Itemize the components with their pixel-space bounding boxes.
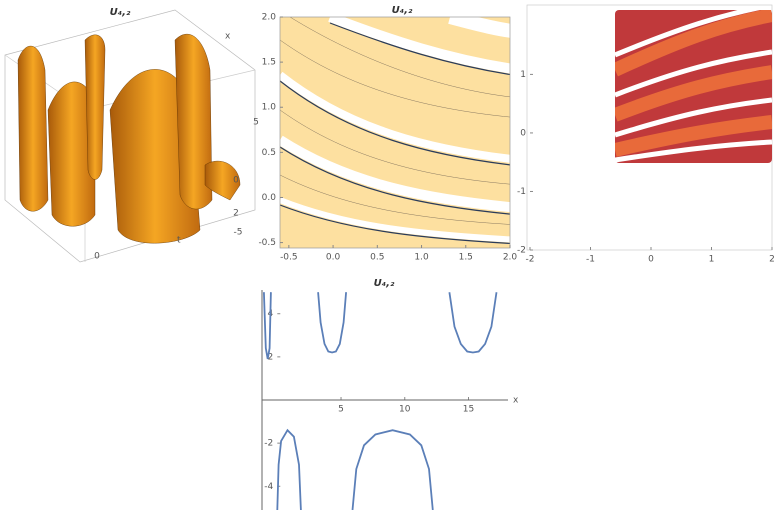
x-tick-label: -0.5 [280, 253, 298, 263]
x-tick-label: 2.0 [503, 253, 518, 263]
y-tick-label: -1 [517, 187, 526, 197]
chart-title: U₄,₂ [392, 5, 413, 16]
x-tick-label: -1 [586, 255, 595, 265]
y-tick-label: 2.0 [262, 13, 277, 23]
y-tick-label: 0.0 [262, 193, 277, 203]
x-tick-label: 1 [709, 255, 715, 265]
tick-label: 2 [233, 209, 239, 219]
line-series [263, 292, 498, 510]
x-tick-label: 0.0 [326, 253, 341, 263]
tick-label: 5 [253, 118, 259, 128]
y-tick-label: 2 [268, 352, 274, 362]
x-tick-label: 1.5 [459, 253, 473, 263]
x-tick-label: 0.5 [370, 253, 384, 263]
x-tick-label: 5 [338, 405, 344, 415]
x-tick-label: 10 [399, 405, 411, 415]
x-tick-label: 0 [648, 255, 654, 265]
y-tick-label: 0.5 [262, 148, 276, 158]
y-tick-label: -2 [264, 439, 273, 449]
contour-fill [280, 17, 510, 248]
contour-frame [279, 16, 511, 249]
x-tick-label: -2 [526, 255, 535, 265]
tick-label: 0 [94, 252, 100, 262]
density-fill [615, 10, 772, 163]
y-tick-label: -2 [517, 246, 526, 256]
tick-label: -5 [234, 228, 243, 238]
surface-plot [4, 9, 256, 263]
y-tick-label: 0 [520, 128, 526, 138]
x-axis-label: x [513, 396, 519, 406]
y-tick-label: 1 [520, 70, 526, 80]
y-axis-label: t [177, 236, 181, 246]
chart-title: U₄,₂ [374, 278, 395, 289]
chart-title: U₄,₂ [110, 7, 131, 18]
tick-label: 0 [233, 176, 239, 186]
y-tick-label: 1.0 [262, 103, 277, 113]
x-axis-label: x [225, 32, 231, 42]
x-tick-label: 2 [769, 255, 775, 265]
x-tick-label: 1.0 [414, 253, 429, 263]
y-tick-label: -0.5 [258, 238, 276, 248]
x-tick-label: 15 [463, 405, 474, 415]
y-tick-label: 1.5 [262, 58, 276, 68]
y-tick-label: -4 [264, 482, 273, 492]
